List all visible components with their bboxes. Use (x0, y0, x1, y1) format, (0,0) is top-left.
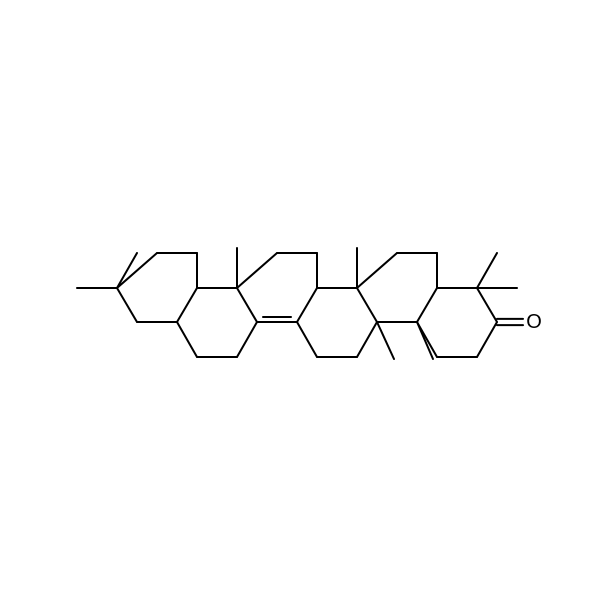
bond (417, 288, 437, 322)
bond (377, 322, 394, 359)
bond (477, 322, 497, 357)
bond (297, 288, 317, 322)
bond (177, 322, 197, 357)
bond (117, 253, 137, 288)
bond (237, 288, 257, 322)
bond (177, 288, 197, 322)
bond (237, 322, 257, 357)
bond (417, 322, 437, 357)
bond (477, 253, 497, 288)
bond (357, 288, 377, 322)
bond (117, 288, 137, 322)
bond (117, 253, 157, 288)
bond (297, 322, 317, 357)
bond (477, 288, 497, 322)
bond (357, 322, 377, 357)
bond (357, 253, 397, 288)
atom-label-o: O (526, 311, 542, 333)
molecule-diagram: O (0, 0, 600, 600)
bond (237, 253, 277, 288)
